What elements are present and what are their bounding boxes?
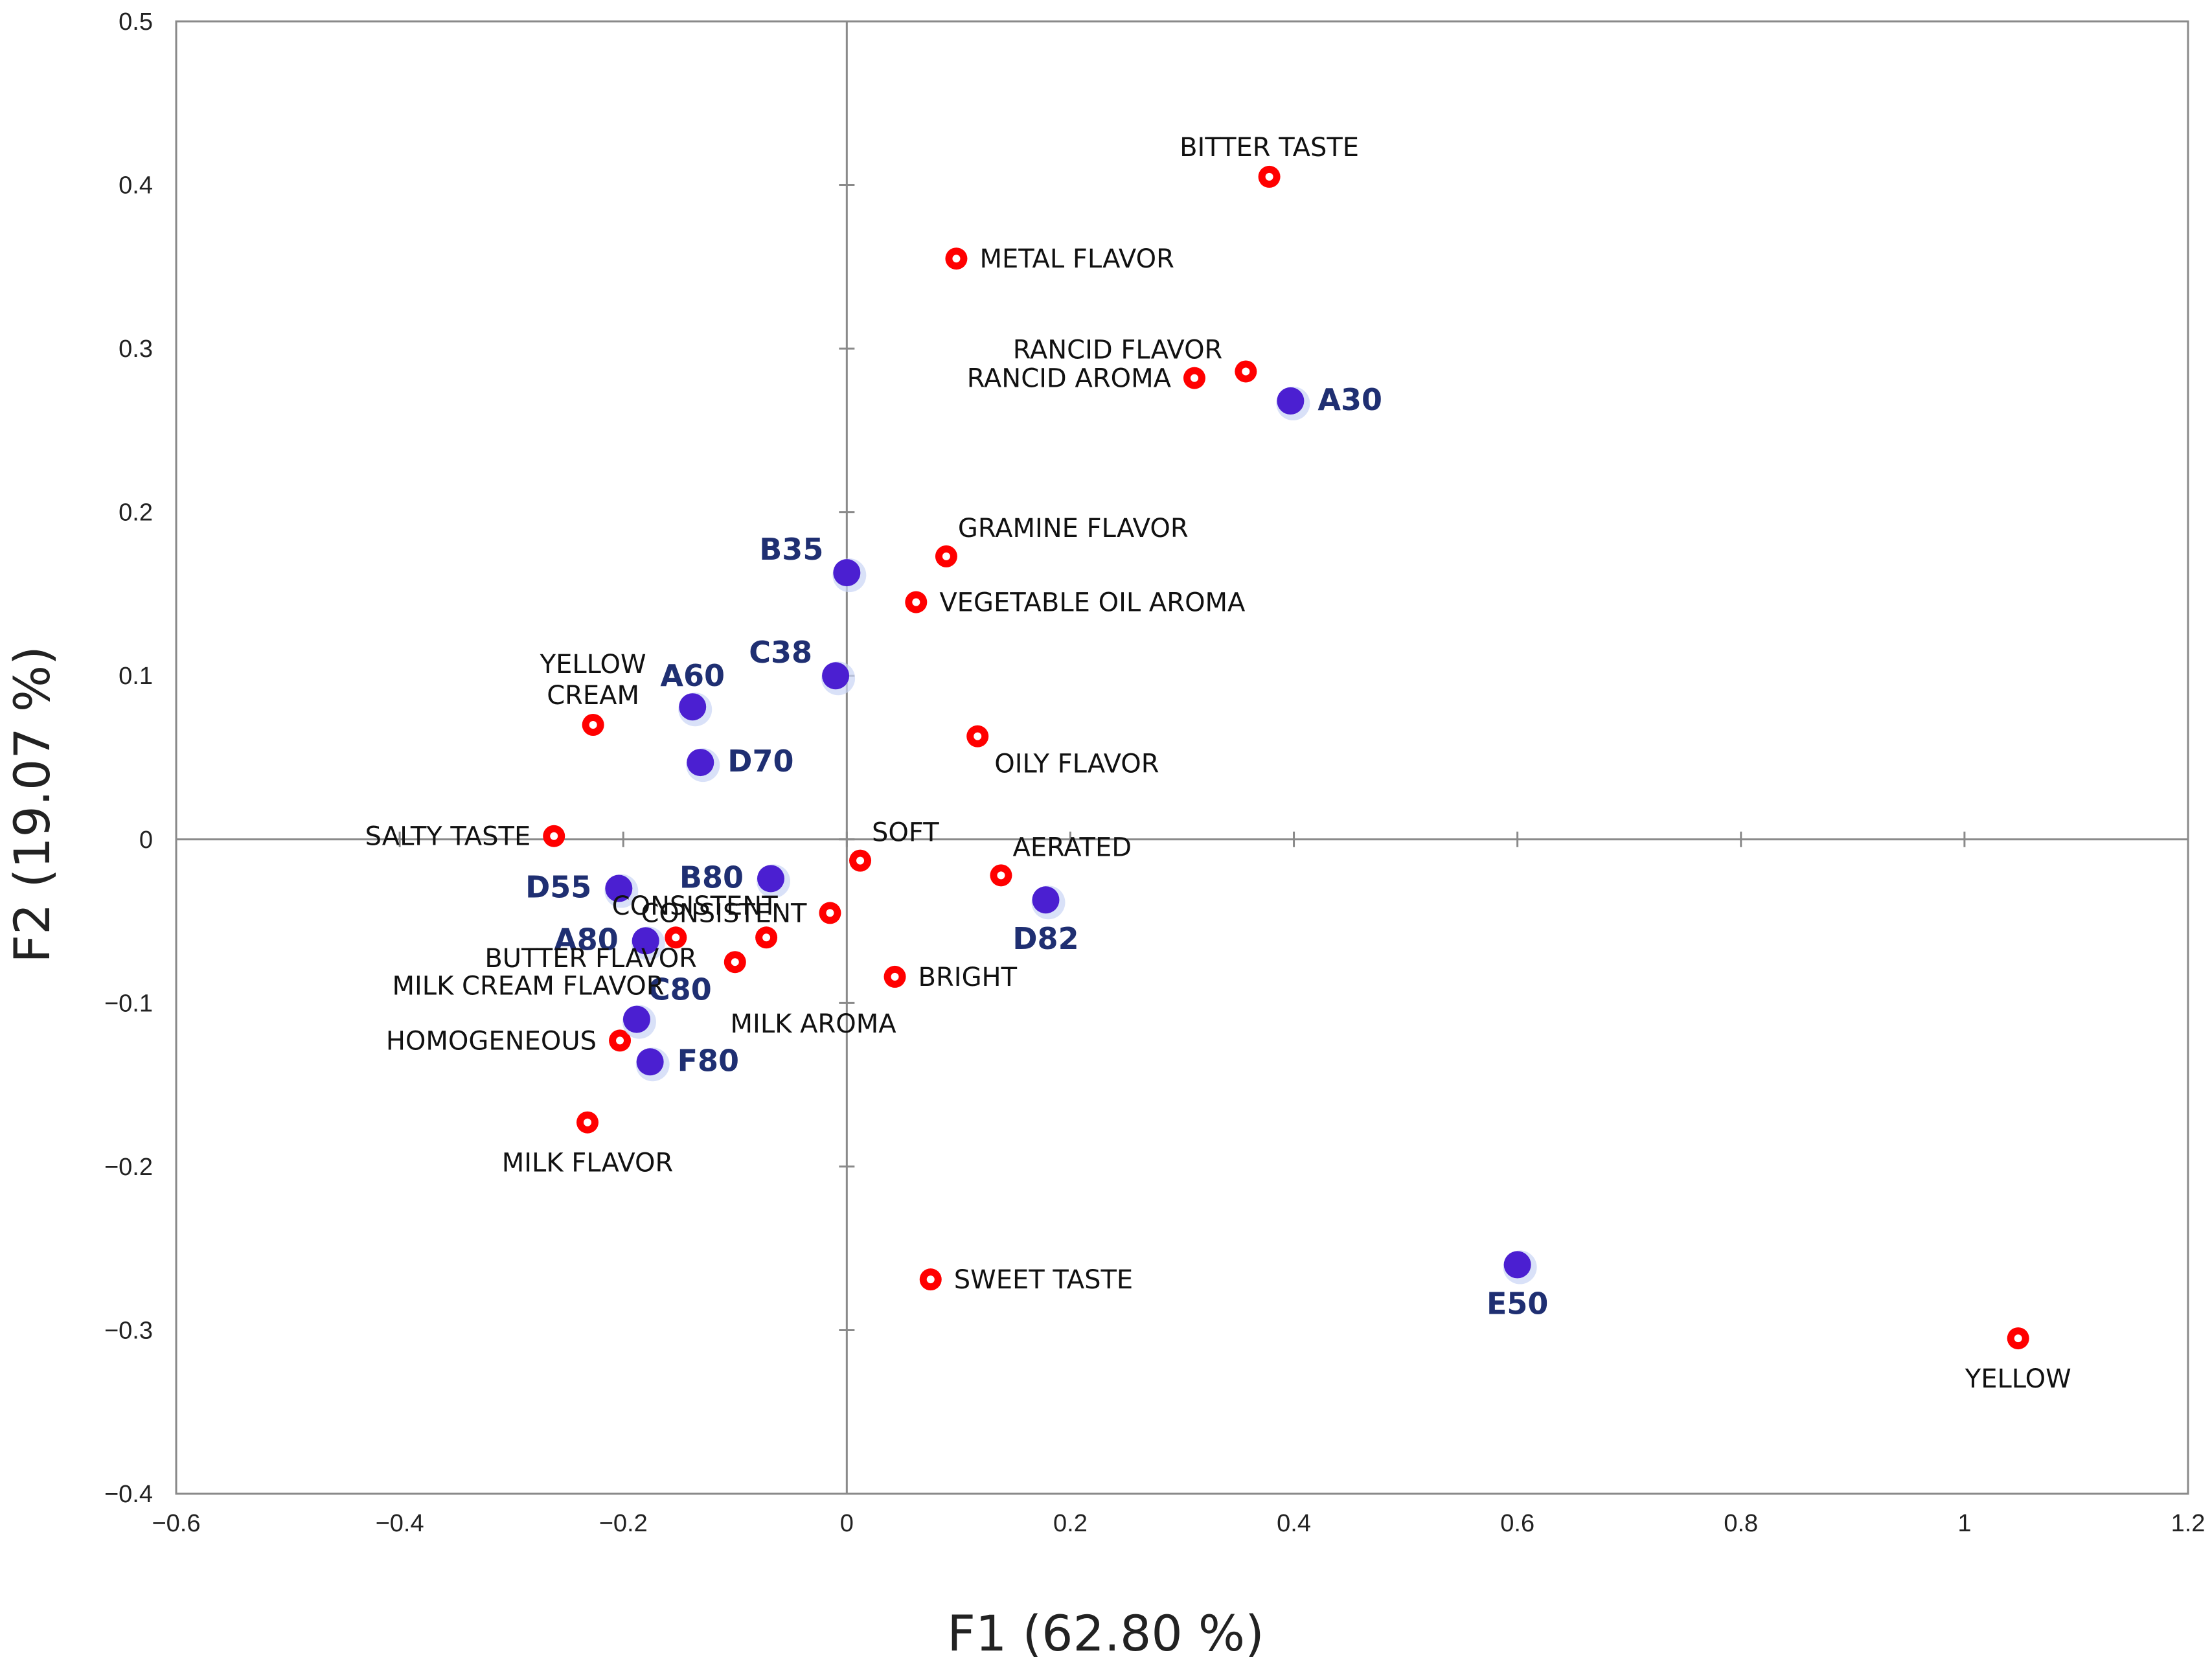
sample-label: B35 [759, 532, 823, 567]
attribute-label: SOFT [872, 818, 939, 848]
attribute-point-center [912, 598, 920, 606]
attribute-point-center [974, 732, 982, 740]
attribute-label: CREAM [547, 681, 639, 711]
sample-label: C80 [648, 972, 712, 1007]
sample-point [757, 865, 784, 893]
attribute-label: MILK FLAVOR [502, 1148, 674, 1178]
attribute-label: OILY FLAVOR [994, 749, 1159, 779]
sample-label: A80 [554, 922, 619, 957]
sample-point [636, 1048, 664, 1076]
y-tick-label: 0.2 [119, 499, 153, 527]
attribute-label: METAL FLAVOR [979, 244, 1174, 274]
attribute-point-center [926, 1275, 935, 1284]
x-tick-label: 0.6 [1500, 1510, 1534, 1537]
attribute-label: VEGETABLE OIL AROMA [939, 588, 1246, 618]
attribute-point-center [1190, 374, 1198, 382]
x-tick-label: 0.8 [1724, 1510, 1758, 1537]
y-tick-label: 0.5 [119, 8, 153, 36]
x-tick-label: 0.2 [1053, 1510, 1088, 1537]
attribute-point-center [2014, 1334, 2022, 1343]
sample-label: D55 [525, 870, 591, 905]
y-tick-label: 0.3 [119, 336, 153, 363]
attribute-point-center [584, 1118, 592, 1126]
attribute-label: YELLOW [540, 650, 646, 680]
x-tick-label: 0 [840, 1510, 854, 1537]
sample-label: A30 [1317, 382, 1382, 417]
attribute-label: AERATED [1012, 832, 1132, 862]
attribute-label: BRIGHT [918, 963, 1018, 992]
attribute-label: GRAMINE FLAVOR [958, 514, 1189, 543]
sample-point [605, 874, 633, 902]
x-tick-label: 0.4 [1277, 1510, 1311, 1537]
cluster-annotation: MILK CREAM FLAVOR [393, 972, 665, 1001]
x-tick-label: 1.2 [2171, 1510, 2206, 1537]
sample-point [687, 749, 714, 777]
attribute-label: RANCID AROMA [967, 364, 1172, 394]
sample-point [1503, 1251, 1531, 1279]
cluster-annotation: BUTTER FLAVOR [485, 944, 697, 974]
sample-point [1032, 886, 1060, 914]
sample-point [833, 559, 861, 587]
attribute-point-center [942, 552, 950, 560]
attribute-point-center [550, 832, 558, 840]
attribute-point-center [1242, 367, 1250, 376]
attribute-label: BITTER TASTE [1180, 133, 1359, 163]
attribute-point-center [589, 720, 597, 729]
sample-label: C38 [749, 635, 812, 670]
attribute-label: SALTY TASTE [365, 822, 531, 852]
attribute-label: HOMOGENEOUS [386, 1026, 597, 1056]
sample-label: A60 [660, 658, 725, 693]
attribute-label: SWEET TASTE [954, 1265, 1133, 1295]
sample-label: D70 [727, 744, 793, 779]
x-tick-label: −0.2 [599, 1510, 648, 1537]
attribute-point-center [731, 958, 739, 966]
y-tick-label: −0.3 [104, 1317, 153, 1344]
y-tick-label: 0 [139, 827, 153, 854]
attribute-point-center [891, 972, 899, 981]
attribute-label: RANCID FLAVOR [1013, 335, 1223, 365]
sample-point [622, 1005, 650, 1033]
attribute-point-center [997, 871, 1005, 880]
attribute-point-center [952, 255, 961, 263]
y-axis-title: F2 (19.07 %) [3, 646, 61, 963]
attribute-point-center [826, 909, 834, 917]
sample-point [822, 662, 850, 690]
sample-label: E50 [1487, 1286, 1548, 1321]
x-tick-label: −0.4 [376, 1510, 424, 1537]
attribute-point-center [672, 933, 680, 942]
attribute-point-center [1265, 172, 1273, 181]
x-tick-label: 1 [1957, 1510, 1971, 1537]
cluster-annotation: MILK AROMA [731, 1009, 897, 1039]
attribute-point-center [856, 856, 865, 865]
cluster-annotation: CONSISTENT [612, 891, 779, 921]
sample-label: F80 [678, 1043, 739, 1078]
x-axis-title: F1 (62.80 %) [947, 1605, 1264, 1662]
attribute-point-center [616, 1036, 624, 1045]
sample-point [1277, 387, 1305, 415]
sample-point [632, 927, 659, 955]
y-tick-label: −0.4 [104, 1481, 153, 1508]
sample-label: B80 [679, 860, 744, 895]
sample-point [679, 693, 707, 721]
y-tick-label: 0.1 [119, 663, 153, 690]
y-tick-label: −0.1 [104, 990, 153, 1017]
y-tick-label: −0.2 [104, 1154, 153, 1181]
sample-label: D82 [1012, 921, 1078, 956]
plot-border [175, 20, 2189, 1495]
x-tick-label: −0.6 [152, 1510, 200, 1537]
attribute-point-center [762, 933, 771, 942]
attribute-label: YELLOW [1965, 1364, 2071, 1394]
attribute-label: CONSISTENT [641, 898, 807, 928]
y-tick-label: 0.4 [119, 172, 153, 200]
